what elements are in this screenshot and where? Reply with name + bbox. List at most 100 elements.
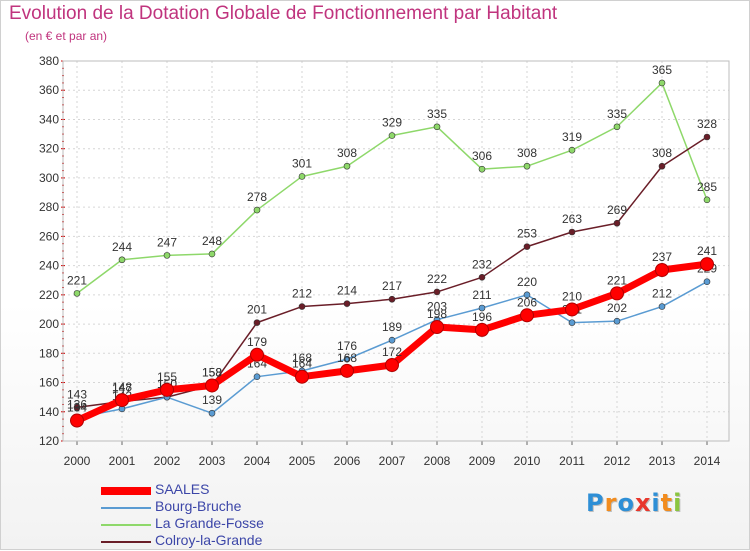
data-point-colroy-la-grande: [523, 243, 531, 250]
data-point-colroy-la-grande: [613, 219, 621, 227]
x-tick-label: 2010: [514, 454, 541, 468]
data-point-bourg-bruche: [478, 304, 486, 312]
y-tick-label: 300: [39, 171, 59, 185]
data-point-saales: [700, 257, 714, 272]
data-label-saales: 164: [292, 357, 312, 371]
data-label-colroy-la-grande: 263: [562, 212, 582, 226]
data-label-la-grande-fosse: 301: [292, 156, 312, 170]
y-tick-label: 140: [39, 405, 59, 419]
data-point-la-grande-fosse: [118, 256, 126, 264]
x-tick-label: 2002: [154, 454, 181, 468]
data-label-colroy-la-grande: 214: [337, 284, 357, 298]
data-label-colroy-la-grande: 201: [247, 303, 267, 317]
data-label-colroy-la-grande: 269: [607, 203, 627, 217]
data-label-la-grande-fosse: 329: [382, 116, 402, 130]
y-tick-label: 180: [39, 346, 59, 360]
x-tick-label: 2001: [109, 454, 136, 468]
y-tick-label: 120: [39, 434, 59, 448]
data-point-saales: [70, 413, 84, 428]
logo-letter: i: [651, 489, 661, 517]
data-point-bourg-bruche: [703, 278, 711, 285]
data-label-colroy-la-grande: 158: [202, 365, 222, 379]
y-tick-label: 380: [39, 54, 59, 68]
data-label-saales: 168: [337, 351, 357, 365]
chart-subtitle: (en € et par an): [25, 29, 108, 43]
legend-label: La Grande-Fosse: [155, 515, 264, 531]
data-point-bourg-bruche: [388, 336, 396, 344]
data-label-bourg-bruche: 168: [292, 351, 312, 365]
data-point-saales: [340, 363, 354, 378]
data-label-saales: 237: [652, 250, 672, 264]
data-label-saales: 179: [247, 335, 267, 349]
data-label-colroy-la-grande: 328: [697, 117, 717, 131]
y-tick-label: 220: [39, 288, 59, 302]
data-label-saales: 196: [472, 310, 492, 324]
data-point-saales: [115, 393, 129, 408]
chart-title: Evolution de la Dotation Globale de Fonc…: [9, 3, 558, 24]
data-point-la-grande-fosse: [658, 79, 666, 87]
y-tick-label: 200: [39, 317, 59, 331]
data-label-bourg-bruche: 139: [202, 393, 222, 407]
data-point-colroy-la-grande: [343, 300, 351, 307]
data-label-colroy-la-grande: 143: [67, 387, 87, 401]
data-label-saales: 241: [697, 244, 717, 258]
data-label-colroy-la-grande: 212: [292, 287, 312, 301]
data-label-la-grande-fosse: 221: [67, 273, 87, 287]
data-label-bourg-bruche: 203: [427, 300, 447, 314]
data-point-bourg-bruche: [253, 373, 261, 380]
data-label-la-grande-fosse: 248: [202, 234, 222, 248]
data-point-la-grande-fosse: [433, 123, 441, 131]
data-point-colroy-la-grande: [703, 133, 711, 141]
data-point-la-grande-fosse: [208, 250, 216, 258]
legend-swatch: [101, 524, 151, 526]
data-label-saales: 134: [67, 401, 87, 415]
data-label-saales: 206: [517, 295, 537, 309]
legend-swatch: [101, 507, 151, 509]
y-tick-label: 260: [39, 229, 59, 243]
proxiti-logo: Proxiti: [586, 489, 682, 517]
data-point-bourg-bruche: [568, 319, 576, 326]
y-tick-label: 360: [39, 83, 59, 97]
y-tick-label: 340: [39, 112, 59, 126]
data-point-bourg-bruche: [208, 409, 216, 417]
data-label-bourg-bruche: 136: [67, 398, 87, 412]
data-point-bourg-bruche: [658, 303, 666, 310]
logo-letter: i: [673, 489, 683, 517]
data-point-saales: [520, 308, 534, 323]
data-label-la-grande-fosse: 365: [652, 63, 672, 77]
legend-label: Bourg-Bruche: [155, 498, 242, 514]
x-tick-label: 2000: [64, 454, 91, 468]
x-tick-label: 2009: [469, 454, 496, 468]
logo-letter: P: [586, 489, 605, 517]
data-point-colroy-la-grande: [478, 274, 486, 281]
data-label-bourg-bruche: 211: [472, 288, 491, 302]
data-label-la-grande-fosse: 308: [517, 146, 537, 160]
data-point-la-grande-fosse: [703, 196, 711, 204]
data-point-saales: [430, 320, 444, 334]
data-label-saales: 221: [607, 273, 627, 287]
data-point-la-grande-fosse: [568, 146, 576, 154]
data-point-saales: [250, 347, 264, 362]
data-label-la-grande-fosse: 278: [247, 190, 267, 204]
y-tick-label: 160: [39, 376, 59, 390]
logo-letter: t: [660, 489, 674, 517]
data-label-la-grande-fosse: 319: [562, 130, 582, 144]
data-label-la-grande-fosse: 244: [112, 240, 132, 254]
data-point-saales: [475, 322, 489, 337]
data-label-saales: 210: [562, 289, 582, 303]
data-label-colroy-la-grande: 253: [517, 227, 537, 241]
data-point-saales: [385, 358, 399, 372]
data-label-saales: 158: [202, 365, 222, 379]
data-label-la-grande-fosse: 285: [697, 180, 717, 194]
x-tick-label: 2003: [199, 454, 226, 468]
x-tick-label: 2006: [334, 454, 361, 468]
data-point-la-grande-fosse: [298, 173, 306, 180]
x-tick-label: 2011: [559, 454, 585, 468]
data-point-colroy-la-grande: [253, 319, 261, 326]
plot-area: [62, 60, 730, 442]
legend-label: SAALES: [155, 481, 210, 497]
data-label-colroy-la-grande: 217: [382, 279, 402, 293]
x-tick-label: 2013: [649, 454, 676, 468]
x-tick-label: 2004: [244, 454, 271, 468]
